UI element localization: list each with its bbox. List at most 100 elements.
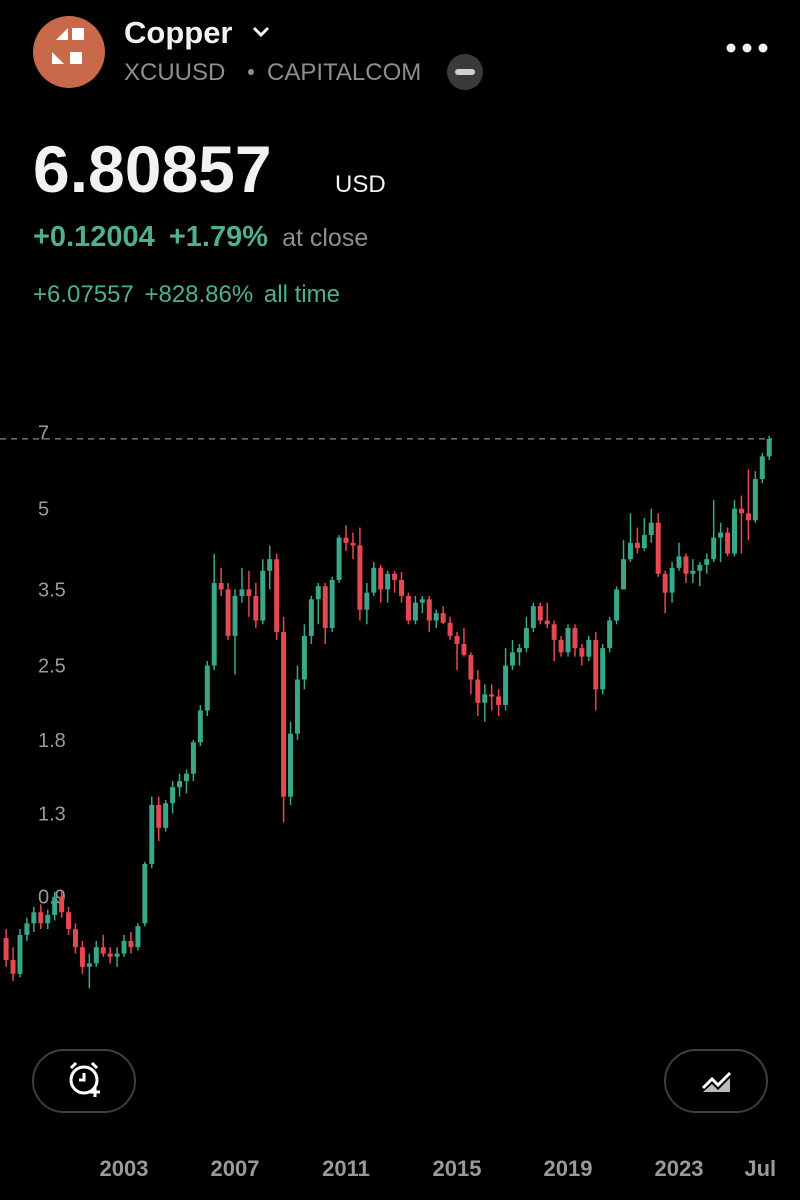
chart-style-button[interactable] — [664, 1049, 768, 1113]
y-tick-label: 1.8 — [38, 730, 66, 752]
candle-body — [357, 545, 363, 610]
candle-body — [86, 963, 92, 967]
symbol-icon[interactable] — [33, 16, 105, 88]
candle-body — [66, 912, 72, 930]
candle-body — [433, 613, 439, 621]
candle-body — [308, 599, 314, 636]
candle-body — [45, 914, 51, 924]
candle-body — [738, 508, 744, 514]
candle-body — [225, 589, 231, 636]
candle-body — [183, 773, 189, 782]
y-tick-label: 3.5 — [38, 579, 66, 601]
candle-body — [551, 624, 557, 640]
candle-body — [336, 537, 342, 580]
all-time-line: +6.07557 +828.86% all time — [33, 281, 340, 308]
change-line: +0.12004 +1.79% at close — [33, 221, 368, 253]
y-tick-label: 2.5 — [38, 656, 66, 678]
alert-button[interactable] — [32, 1049, 136, 1113]
candle-body — [142, 863, 148, 924]
candle-body — [100, 947, 106, 954]
candle-body — [704, 559, 710, 565]
candle-body — [461, 643, 467, 655]
y-tick-label: 1.3 — [38, 803, 66, 825]
candle-body — [718, 532, 724, 538]
dropdown-chevron[interactable] — [252, 26, 270, 38]
candle-body — [114, 953, 120, 957]
candle-body — [482, 694, 488, 703]
candle-body — [558, 639, 564, 653]
currency: USD — [335, 171, 386, 198]
candle-body — [218, 583, 224, 590]
candle-body — [766, 438, 772, 457]
candle-body — [329, 579, 335, 629]
candle-body — [294, 679, 300, 734]
chart-icon — [701, 1071, 732, 1090]
candle-body — [711, 537, 717, 560]
candle-body — [621, 559, 627, 590]
candle-body — [503, 665, 509, 705]
candle-body — [149, 804, 155, 864]
candle-body — [38, 912, 44, 924]
candle-body — [634, 542, 640, 549]
more-menu[interactable] — [726, 43, 768, 53]
candle-body — [281, 631, 287, 797]
candle-body — [211, 583, 217, 666]
candle-body — [496, 696, 502, 705]
candle-body — [177, 781, 183, 788]
candle-body — [447, 622, 453, 636]
candle-body — [274, 559, 280, 632]
candle-body — [232, 595, 238, 636]
candle-body — [239, 589, 245, 596]
candle-body — [683, 556, 689, 574]
candle-body — [343, 537, 349, 543]
candle-body — [669, 567, 675, 593]
candle-body — [371, 567, 377, 593]
symbol-title[interactable]: Copper — [124, 15, 233, 50]
candle-body — [17, 934, 23, 974]
candle-body — [93, 947, 99, 964]
candle-body — [301, 635, 307, 680]
all-time-note: all time — [264, 281, 340, 308]
candle-body — [607, 620, 613, 649]
price-chart[interactable]: 7 5 3.5 2.5 1.8 1.3 0.9 2003 2007 2011 2015 2019 202… — [0, 423, 776, 1181]
candle-body — [267, 559, 273, 571]
candle-body — [163, 803, 169, 828]
candle-body — [454, 635, 460, 644]
candle-body — [745, 513, 751, 521]
y-tick-label: 0.9 — [38, 887, 66, 909]
candle-body — [31, 912, 37, 924]
icon-glyph — [52, 52, 82, 64]
candle-body — [322, 586, 328, 629]
candle-body — [204, 665, 210, 711]
symbol-code: XCUUSD — [124, 59, 225, 86]
candle-body — [732, 508, 738, 554]
candle-body — [79, 947, 85, 967]
candle-body — [565, 628, 571, 653]
candle-body — [190, 742, 196, 774]
candle-body — [662, 573, 668, 593]
price: 6.80857 — [33, 132, 272, 206]
candle-body — [440, 613, 446, 623]
x-tick-label: 2003 — [100, 1156, 149, 1181]
x-tick-label: 2023 — [655, 1156, 704, 1181]
candle-body — [156, 804, 162, 828]
candle-body — [655, 522, 661, 574]
candle-body — [392, 573, 398, 580]
candle-body — [246, 589, 252, 596]
candle-body — [648, 522, 654, 536]
candle-body — [523, 628, 529, 649]
candle-body — [378, 567, 384, 590]
candle-body — [385, 573, 391, 590]
candle-body — [725, 532, 731, 554]
candle-body — [544, 620, 550, 625]
all-time-change: +6.07557 — [33, 281, 134, 308]
candle-body — [253, 595, 259, 621]
candle-body — [593, 639, 599, 690]
x-tick-label: 2011 — [322, 1156, 370, 1181]
exchange: CAPITALCOM — [267, 59, 421, 86]
change-note: at close — [282, 224, 368, 252]
candle-body — [170, 787, 176, 804]
chart-icon-area — [703, 1078, 730, 1092]
candle-body — [690, 570, 696, 574]
